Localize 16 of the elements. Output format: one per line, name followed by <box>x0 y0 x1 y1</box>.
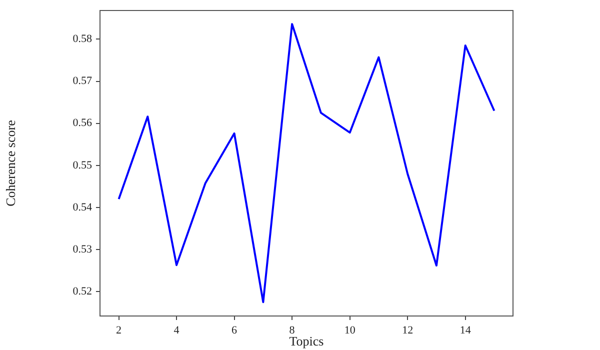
y-tick-label: 0.57 <box>72 75 92 88</box>
x-tick-label: 12 <box>402 324 414 336</box>
x-tick-label: 10 <box>344 324 356 336</box>
y-tick-label: 0.58 <box>72 33 92 46</box>
x-tick-label: 6 <box>232 324 238 336</box>
x-tick-label: 14 <box>460 324 472 336</box>
y-tick-label: 0.53 <box>72 243 92 256</box>
x-tick-label: 8 <box>289 324 296 336</box>
x-axis-title: Topics <box>289 334 324 349</box>
y-axis-title: Coherence score <box>3 120 18 206</box>
x-tick-label: 4 <box>174 324 180 336</box>
x-tick-label: 2 <box>116 324 122 336</box>
y-tick-label: 0.55 <box>72 159 92 172</box>
y-tick-label: 0.54 <box>72 201 92 214</box>
y-tick-label: 0.56 <box>72 117 92 130</box>
y-tick-label: 0.52 <box>72 285 92 298</box>
